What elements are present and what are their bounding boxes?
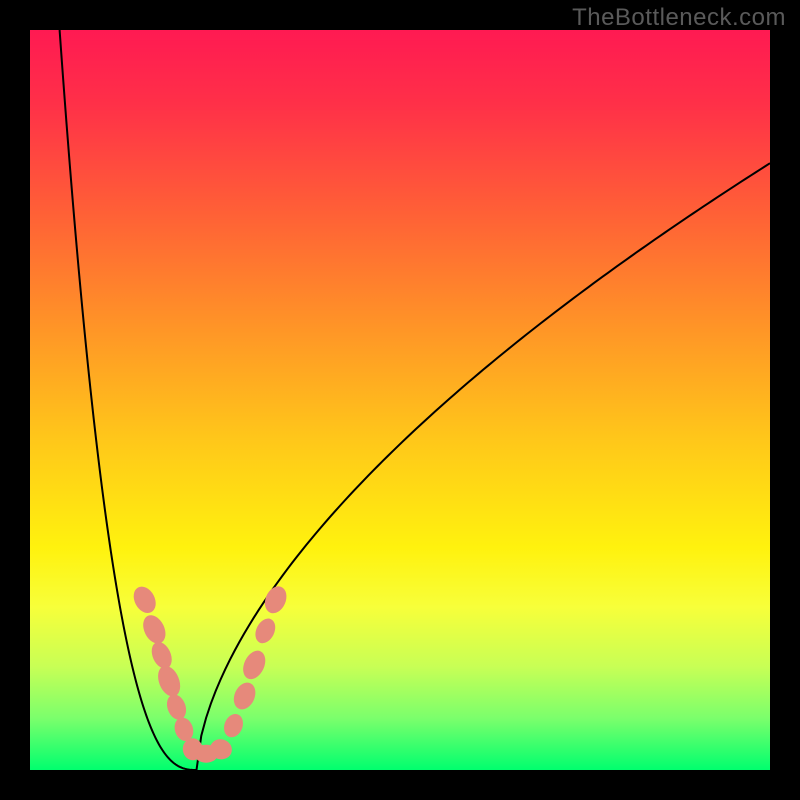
plot-background (30, 30, 770, 770)
chart-canvas (0, 0, 800, 800)
watermark-text: TheBottleneck.com (572, 4, 786, 32)
